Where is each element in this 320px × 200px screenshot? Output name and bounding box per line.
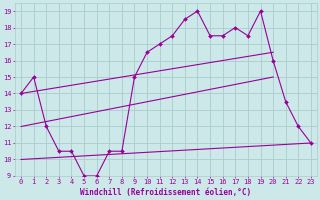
X-axis label: Windchill (Refroidissement éolien,°C): Windchill (Refroidissement éolien,°C): [80, 188, 252, 197]
